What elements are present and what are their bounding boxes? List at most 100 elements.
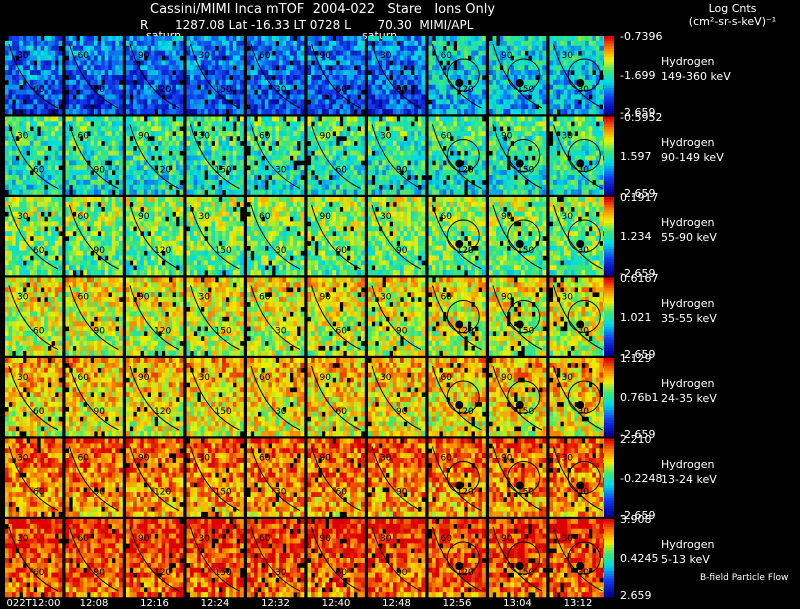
heatmap-cell xyxy=(392,79,397,86)
heatmap-cell xyxy=(179,50,184,56)
heatmap-cell xyxy=(481,126,486,132)
planet-marker xyxy=(576,79,585,87)
heatmap-cell xyxy=(560,45,565,51)
heatmap-cell xyxy=(578,104,582,110)
heatmap-cell xyxy=(147,126,152,132)
heatmap-cell xyxy=(492,40,497,47)
heatmap-cell xyxy=(197,116,202,122)
heatmap-cell xyxy=(385,136,390,142)
heatmap-cell xyxy=(179,65,184,71)
heatmap-cell xyxy=(229,189,234,195)
heatmap-cell xyxy=(506,40,511,47)
heatmap-cell xyxy=(207,155,212,161)
heatmap-cell xyxy=(261,104,266,110)
heatmap-cell xyxy=(54,160,59,166)
heatmap-cell xyxy=(5,140,9,147)
heatmap-cell xyxy=(79,145,84,151)
heatmap-cell xyxy=(467,189,472,195)
heatmap-cell xyxy=(161,36,166,42)
heatmap-cell xyxy=(215,79,219,86)
heatmap-cell xyxy=(332,70,337,76)
heatmap-cell xyxy=(37,150,41,156)
heatmap-cell xyxy=(47,150,52,156)
heatmap-cell xyxy=(371,131,376,137)
heatmap-cell xyxy=(154,136,159,142)
heatmap-cell xyxy=(268,184,273,190)
heatmap-cell xyxy=(51,84,56,90)
heatmap-cell xyxy=(595,50,600,56)
heatmap-cell xyxy=(72,109,77,115)
heatmap-cell xyxy=(389,109,394,115)
heatmap-cell xyxy=(563,165,568,171)
heatmap-cell xyxy=(129,140,134,147)
heatmap-cell xyxy=(385,104,390,110)
heatmap-cell xyxy=(5,184,9,190)
heatmap-cell xyxy=(133,45,137,51)
heatmap-cell xyxy=(229,70,234,76)
heatmap-cell xyxy=(457,145,461,151)
heatmap-cell xyxy=(108,99,113,105)
heatmap-cell xyxy=(129,121,134,127)
heatmap-cell xyxy=(325,84,330,90)
heatmap-cell xyxy=(268,55,273,61)
heatmap-cell xyxy=(111,65,116,71)
heatmap-cell xyxy=(517,99,522,105)
heatmap-cell xyxy=(222,165,226,171)
heatmap-cell xyxy=(5,145,9,151)
heatmap-cell xyxy=(190,89,194,95)
heatmap-cell xyxy=(115,145,120,151)
heatmap-cell xyxy=(311,84,315,90)
heatmap-cell xyxy=(371,94,376,100)
heatmap-cell xyxy=(478,121,483,127)
heatmap-cell xyxy=(343,189,347,195)
heatmap-cell xyxy=(446,121,451,127)
heatmap-cell xyxy=(5,116,9,122)
heatmap-cell xyxy=(264,75,269,81)
heatmap-cell xyxy=(595,75,600,81)
heatmap-cell xyxy=(250,116,255,122)
heatmap-cell xyxy=(542,121,547,127)
heatmap-cell xyxy=(168,50,173,56)
heatmap-cell xyxy=(328,140,333,147)
heatmap-cell xyxy=(118,36,123,42)
heatmap-cell xyxy=(460,84,465,90)
heatmap-cell xyxy=(129,175,134,181)
heatmap-cell xyxy=(328,45,333,51)
heatmap-cell xyxy=(581,109,586,115)
heatmap-cell xyxy=(510,60,515,66)
heatmap-cell xyxy=(428,55,433,61)
heatmap-cell xyxy=(339,109,344,115)
heatmap-cell xyxy=(453,189,458,195)
heatmap-cell xyxy=(489,121,493,127)
heatmap-cell xyxy=(321,65,326,71)
heatmap-cell xyxy=(460,60,465,66)
heatmap-cell xyxy=(325,70,330,76)
heatmap-cell xyxy=(136,79,141,86)
contour-label: 30 xyxy=(562,51,574,61)
heatmap-cell xyxy=(47,179,52,186)
heatmap-cell xyxy=(400,116,404,122)
heatmap-cell xyxy=(449,175,454,181)
heatmap-cell xyxy=(264,155,269,161)
heatmap-cell xyxy=(279,109,283,115)
heatmap-cell xyxy=(37,65,41,71)
heatmap-cell xyxy=(222,170,226,176)
heatmap-cell xyxy=(360,116,365,122)
heatmap-cell xyxy=(538,104,543,110)
heatmap-cell xyxy=(570,75,575,81)
heatmap-cell xyxy=(499,55,504,61)
heatmap-cell xyxy=(385,40,390,47)
heatmap-cell xyxy=(510,121,515,127)
heatmap-cell xyxy=(250,70,255,76)
heatmap-cell xyxy=(314,126,319,132)
heatmap-cell xyxy=(360,121,365,127)
heatmap-cell xyxy=(471,65,476,71)
heatmap-cell xyxy=(521,116,525,122)
heatmap-cell xyxy=(585,136,589,142)
heatmap-cell xyxy=(22,45,27,51)
heatmap-cell xyxy=(460,150,465,156)
heatmap-cell xyxy=(407,45,412,51)
heatmap-cell xyxy=(524,45,529,51)
heatmap-cell xyxy=(428,121,433,127)
heatmap-cell xyxy=(556,179,561,186)
